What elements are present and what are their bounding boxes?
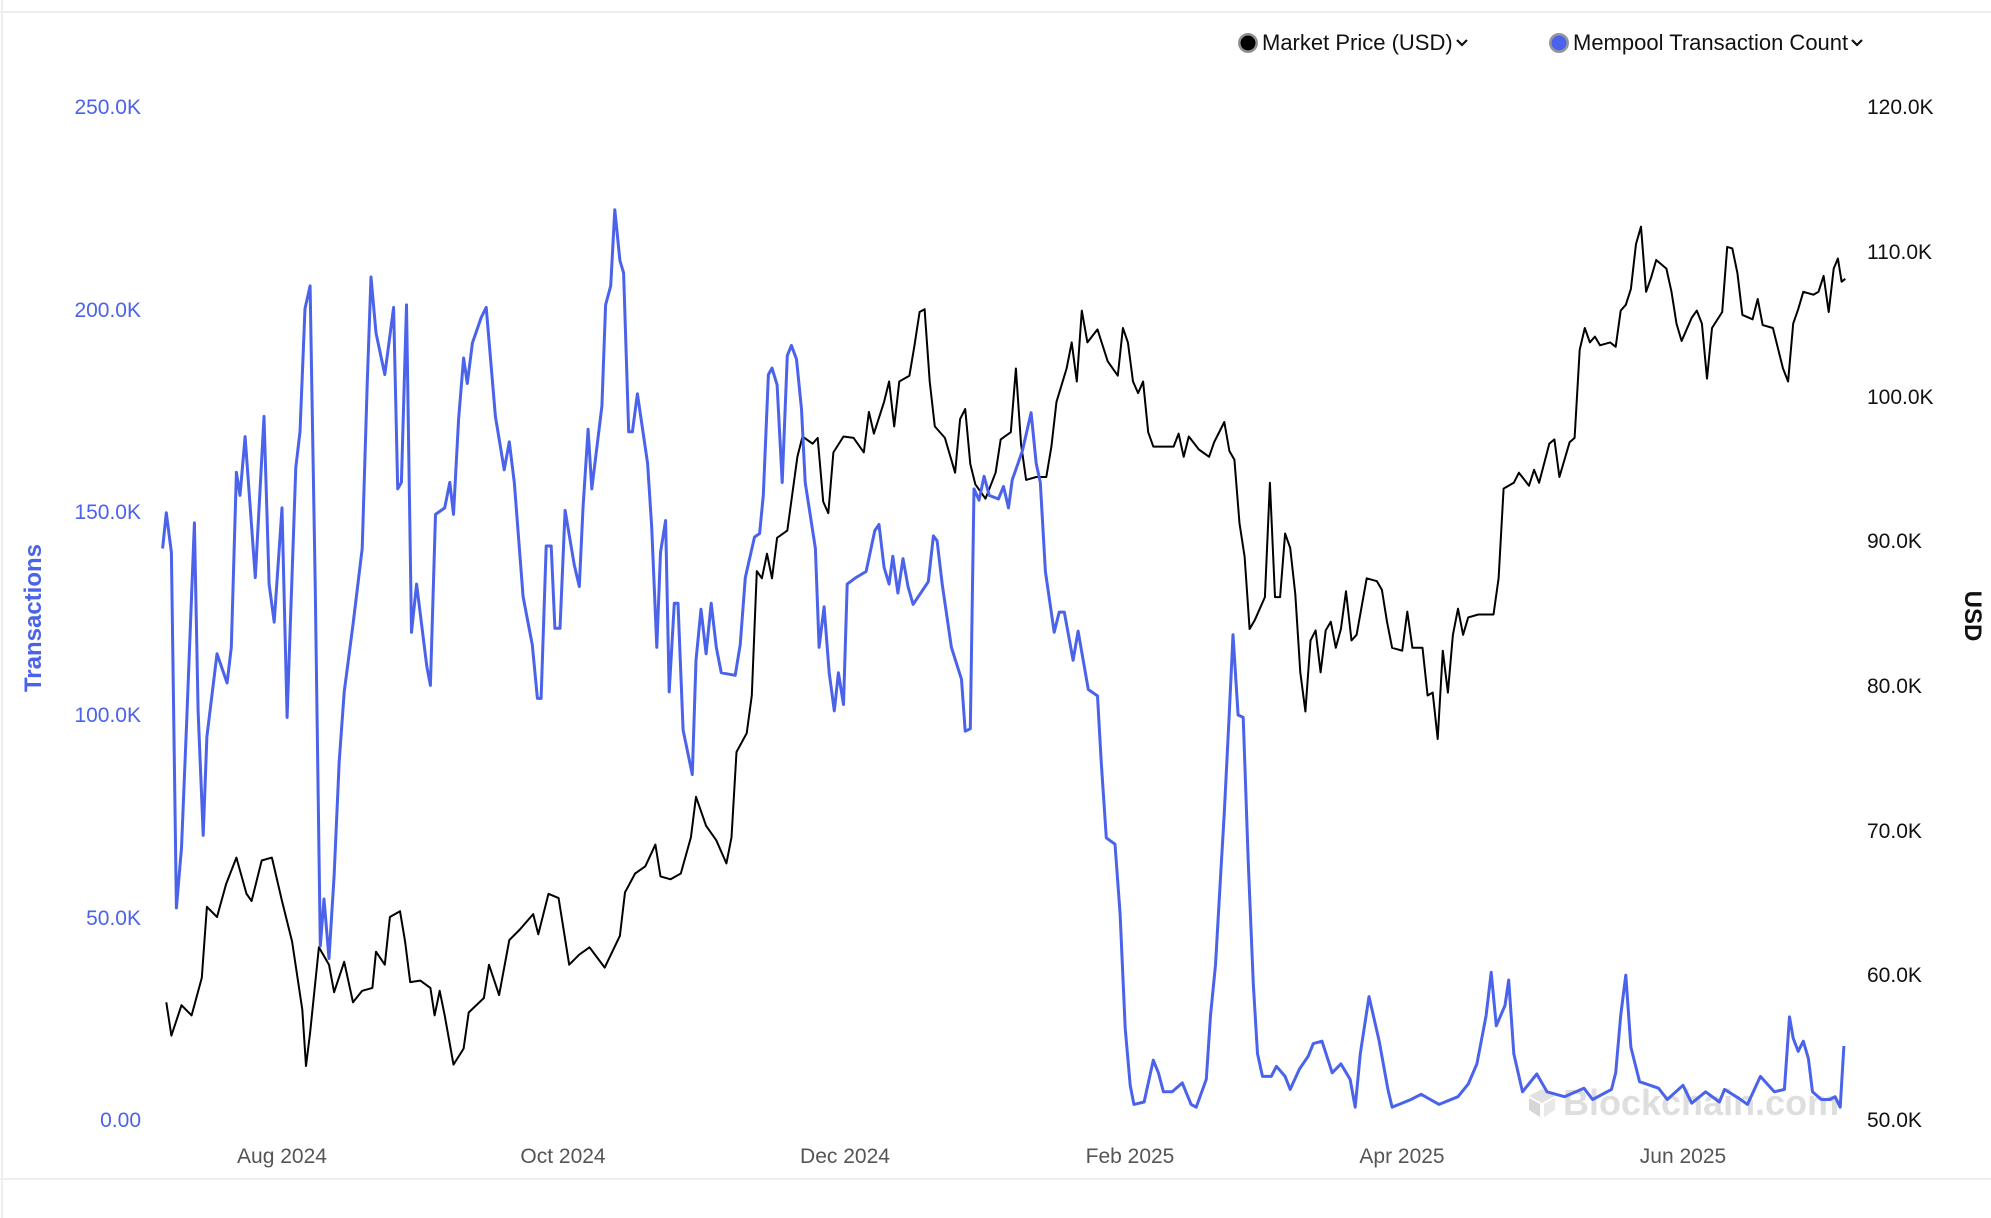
legend-item-market-price[interactable]: Market Price (USD) (1238, 28, 1469, 58)
mempool-count-line (161, 208, 1846, 1109)
left-axis-tick: 50.0K (86, 907, 141, 930)
left-axis-tick: 150.0K (74, 501, 141, 524)
bottom-border (0, 1178, 1991, 1180)
right-axis-tick: 120.0K (1867, 96, 1934, 119)
x-axis-tick: Dec 2024 (800, 1145, 890, 1168)
left-axis-tick: 250.0K (74, 96, 141, 119)
legend-label-market-price: Market Price (USD) (1262, 30, 1453, 55)
left-axis-tick: 200.0K (74, 299, 141, 322)
legend-label-mempool-count: Mempool Transaction Count (1573, 30, 1849, 55)
left-axis-tick: 0.00 (100, 1109, 141, 1132)
right-axis-tick: 110.0K (1867, 241, 1932, 264)
right-axis-tick: 90.0K (1867, 530, 1922, 553)
right-axis-tick: 80.0K (1867, 675, 1922, 698)
legend-item-mempool-count[interactable]: Mempool Transaction Count (1549, 28, 1864, 58)
right-axis-tick: 60.0K (1867, 964, 1922, 987)
mempool-count-swatch-icon (1549, 33, 1569, 53)
watermark: Blockchain.com (1525, 1082, 1839, 1124)
left-axis-tick: 100.0K (74, 704, 141, 727)
watermark-text: Blockchain.com (1563, 1082, 1840, 1123)
top-border (0, 11, 1991, 13)
chevron-down-icon[interactable] (1850, 36, 1864, 50)
right-axis-tick: 50.0K (1867, 1109, 1922, 1132)
market-price-swatch-icon (1238, 33, 1258, 53)
x-axis-tick: Oct 2024 (520, 1145, 606, 1168)
left-border (1, 0, 3, 1218)
x-axis-tick: Feb 2025 (1085, 1145, 1175, 1168)
right-axis-tick: 70.0K (1867, 820, 1922, 843)
x-axis-tick: Aug 2024 (237, 1145, 327, 1168)
x-axis-tick: Jun 2025 (1639, 1145, 1727, 1168)
right-axis-tick: 100.0K (1867, 386, 1934, 409)
market-price-line (165, 225, 1846, 1067)
x-axis-tick: Apr 2025 (1359, 1145, 1445, 1168)
chevron-down-icon[interactable] (1455, 36, 1469, 50)
